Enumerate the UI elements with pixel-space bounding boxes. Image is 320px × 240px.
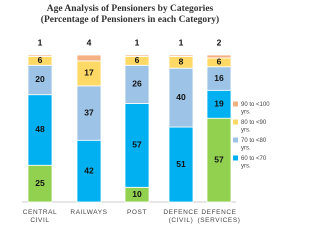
legend-swatch (233, 101, 238, 107)
value-label: 6 (38, 55, 43, 65)
legend-label: 70 to <80 yrs. (241, 138, 267, 152)
x-tick-label: POST (127, 209, 147, 216)
value-label: 37 (84, 107, 94, 117)
bar-segment (206, 54, 232, 59)
bar-segment (206, 117, 232, 203)
value-label: 57 (132, 140, 142, 150)
bar-segment (27, 94, 53, 166)
legend-swatch (233, 155, 238, 161)
x-tick-label: CENTRAL CIVIL (23, 209, 58, 224)
chart-title: Age Analysis of Pensioners by Categories (47, 4, 214, 14)
bar-segment (27, 164, 53, 203)
bar-segment (124, 103, 150, 188)
bar-segment (124, 64, 150, 104)
value-label: 1 (135, 37, 140, 47)
bar-segment (124, 54, 150, 57)
bar-segment (76, 139, 102, 203)
value-label: 4 (87, 37, 92, 47)
value-label: 1 (38, 37, 43, 47)
chart: Age Analysis of Pensioners by Categories… (22, 4, 270, 224)
value-label: 26 (132, 79, 142, 89)
chart-subtitle: (Percentage of Pensioners in each Catego… (41, 14, 219, 25)
bar-segment (27, 54, 53, 57)
legend-label: 80 to <90 yrs. (241, 120, 267, 134)
value-label: 51 (176, 159, 186, 169)
value-label: 19 (214, 98, 224, 108)
legend-label: 60 to <70 yrs. (241, 156, 267, 170)
x-tick-label: DEFENCE (CIVIL) (163, 209, 198, 224)
value-label: 40 (176, 92, 186, 102)
legend-swatch (233, 119, 238, 125)
value-label: 6 (217, 57, 222, 67)
bar-segment (168, 126, 194, 203)
bar-segment (76, 85, 102, 141)
legend-label: 90 to <100 yrs. (241, 102, 270, 116)
value-label: 1 (179, 37, 184, 47)
value-label: 8 (179, 57, 184, 67)
value-label: 6 (135, 55, 140, 65)
x-tick-label: DEFENCE (SERVICES) (197, 209, 240, 224)
value-label: 48 (35, 124, 45, 134)
value-label: 57 (214, 154, 224, 164)
value-label: 10 (132, 189, 142, 199)
value-label: 25 (35, 178, 45, 188)
bar-segment (76, 54, 102, 62)
value-label: 42 (84, 165, 94, 175)
value-label: 2 (217, 37, 222, 47)
x-tick-label: RAILWAYS (70, 209, 107, 216)
bar-segment (168, 67, 194, 128)
bar-segment (76, 60, 102, 87)
value-label: 16 (214, 73, 224, 83)
value-label: 20 (35, 74, 45, 84)
legend-swatch (233, 137, 238, 143)
value-label: 17 (84, 68, 94, 78)
bar-segment (168, 54, 194, 57)
